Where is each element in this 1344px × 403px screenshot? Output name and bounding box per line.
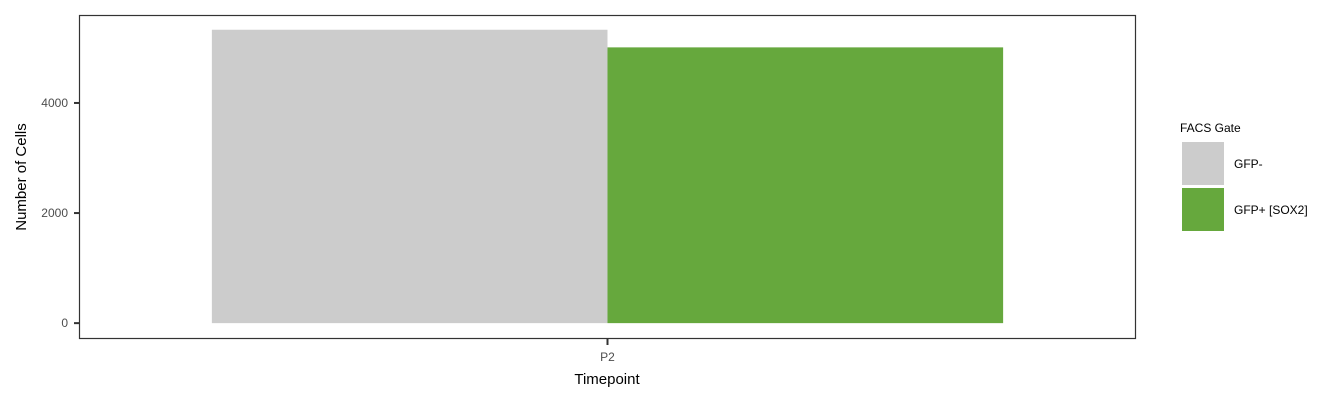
bar-gfp-sox2 — [607, 47, 1004, 324]
x-tick-label: P2 — [600, 350, 615, 364]
y-tick-label: 2000 — [41, 206, 68, 220]
legend-title: FACS Gate — [1180, 121, 1241, 135]
bar-gfp — [211, 29, 608, 324]
x-axis: P2 — [600, 338, 615, 364]
legend-key-swatch — [1182, 142, 1224, 185]
legend-label: GFP+ [SOX2] — [1234, 203, 1308, 217]
y-tick-label: 0 — [61, 316, 68, 330]
y-tick-label: 4000 — [41, 96, 68, 110]
legend-label: GFP- — [1234, 157, 1263, 171]
legend: FACS Gate GFP- GFP+ [SOX2] — [1180, 121, 1308, 231]
x-axis-title: Timepoint — [574, 371, 640, 388]
y-axis: 0 2000 4000 — [41, 96, 80, 330]
y-axis-title: Number of Cells — [13, 123, 30, 231]
bars-group — [211, 29, 1004, 324]
legend-key-swatch — [1182, 188, 1224, 231]
